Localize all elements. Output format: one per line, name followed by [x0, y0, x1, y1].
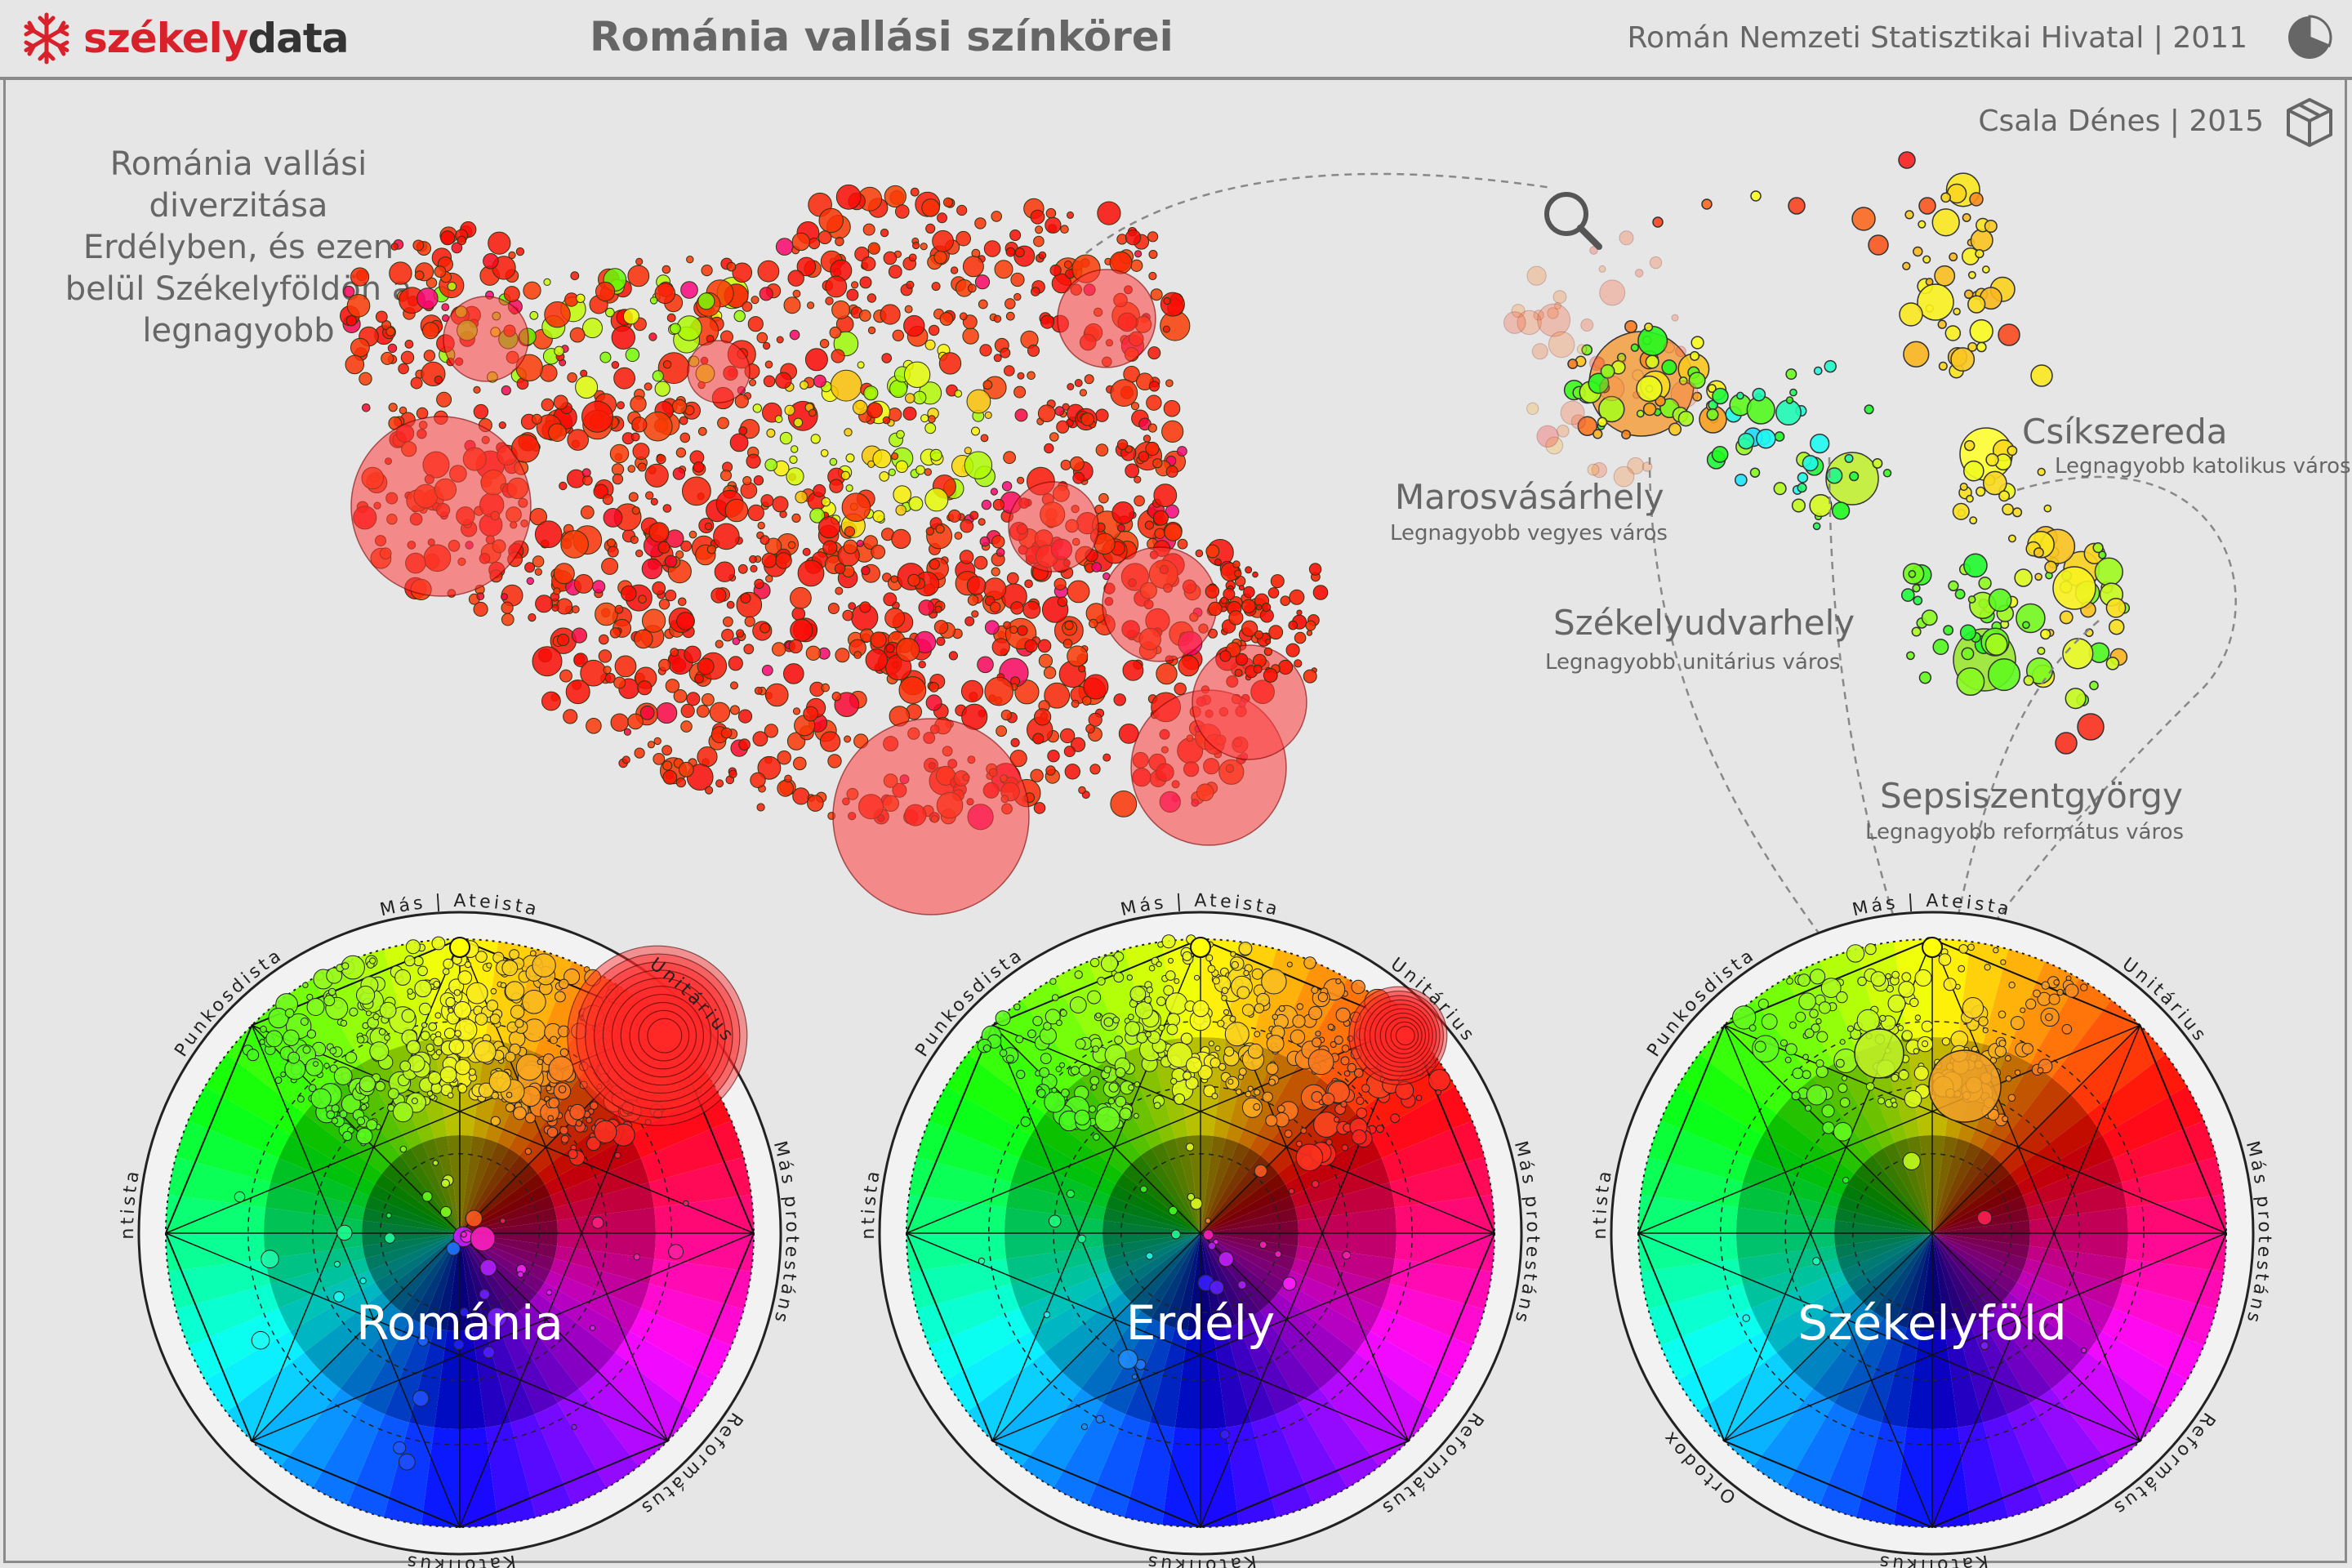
wheel-axis-label: Katolikus: [403, 1550, 517, 1568]
logo-text-szekely: székely: [83, 15, 248, 62]
city-desc-marosvasarhely: Legnagyobb vegyes város: [1390, 521, 1668, 546]
wheel-axis-label: Katolikus: [1875, 1550, 1989, 1568]
pie-chart-icon[interactable]: [2285, 13, 2334, 62]
city-name-marosvasarhely: Marosvásárhely: [1395, 477, 1664, 517]
romania-bubble-map: [340, 184, 1329, 915]
header-bar: székely data Románia vallási színkörei Ro…: [0, 0, 2352, 80]
wheel-title: Erdély: [1126, 1295, 1275, 1351]
intro-text: Románia vallási diverzitása Erdélyben, é…: [65, 145, 412, 350]
author-credit: Csala Dénes | 2015: [1978, 105, 2264, 138]
wheel-axis-label: Katolikus: [1143, 1551, 1258, 1568]
wheel-axis-label: Adventista: [0, 0, 145, 1240]
city-name-csikszereda: Csíkszereda: [2022, 412, 2228, 452]
content-frame: [3, 80, 2347, 1563]
logo-text-data: data: [247, 15, 349, 62]
city-name-szekelyudvarhely: Székelyudvarhely: [1553, 603, 1855, 643]
page-title: Románia vallási színkörei: [590, 13, 1174, 60]
city-desc-szekelyudvarhely: Legnagyobb unitárius város: [1545, 650, 1841, 675]
city-desc-csikszereda: Legnagyobb katolikus város: [2055, 454, 2351, 479]
city-name-sepsiszentgyorgy: Sepsiszentgyörgy: [1880, 776, 2183, 816]
snowflake-logo-icon: [24, 12, 69, 65]
data-source: Román Nemzeti Statisztikai Hivatal | 201…: [1627, 21, 2247, 55]
magnifier-icon[interactable]: [1544, 192, 1602, 250]
wheel-title: Románia: [356, 1295, 564, 1351]
connector-lines: [1085, 172, 2237, 948]
box-icon[interactable]: [2285, 96, 2334, 149]
szekelyland-bubble-map: [1503, 151, 2131, 755]
szekelydata-logo[interactable]: székely data: [20, 11, 350, 65]
city-desc-sepsiszentgyorgy: Legnagyobb református város: [1865, 820, 2185, 844]
wheel-title: Székelyföld: [1797, 1295, 2066, 1351]
